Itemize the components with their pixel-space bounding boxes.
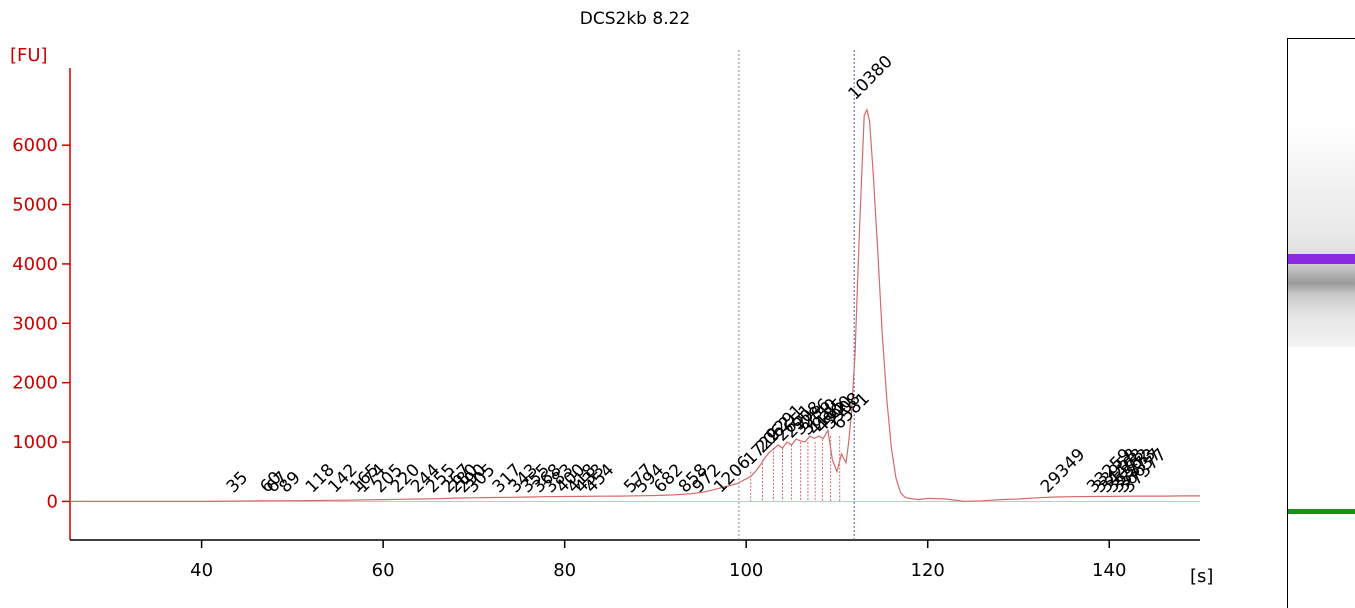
electropherogram-trace: [70, 107, 1200, 503]
y-tick-label-2000: 2000: [12, 373, 58, 394]
gel-upper-marker-band: [1288, 254, 1355, 264]
y-tick-label-0: 0: [47, 491, 58, 512]
x-tick-label-140: 140: [1092, 560, 1126, 581]
gel-lane-image: [1287, 38, 1355, 608]
gel-lower-marker-band: [1288, 509, 1355, 514]
y-axis-unit-label: [FU]: [10, 45, 48, 66]
x-axis-unit-label: [s]: [1190, 566, 1213, 587]
x-tick-label-60: 60: [372, 560, 395, 581]
y-tick-label-6000: 6000: [12, 135, 58, 156]
chart-title: DCS2kb 8.22: [580, 9, 690, 29]
peak-label-43: 10380: [844, 52, 896, 104]
electropherogram-chart: DCS2kb 8.22 [FU] [s] 0 1000 2000 3000 4000 50…: [10, 9, 1213, 587]
peak-label-44: 29349: [1037, 445, 1089, 497]
gel-lane-background-smear: [1288, 127, 1355, 347]
x-tick-label-100: 100: [729, 560, 763, 581]
y-tick-label-5000: 5000: [12, 195, 58, 216]
plot-area: 0 1000 2000 3000 4000 5000 6000 40 60 80 100 120 140…: [12, 50, 1200, 581]
x-tick-label-40: 40: [190, 560, 213, 581]
y-tick-label-1000: 1000: [12, 432, 58, 453]
y-tick-label-4000: 4000: [12, 254, 58, 275]
x-tick-label-120: 120: [911, 560, 945, 581]
peak-label-1: 35: [223, 468, 252, 497]
y-tick-label-3000: 3000: [12, 313, 58, 334]
x-tick-label-80: 80: [553, 560, 576, 581]
